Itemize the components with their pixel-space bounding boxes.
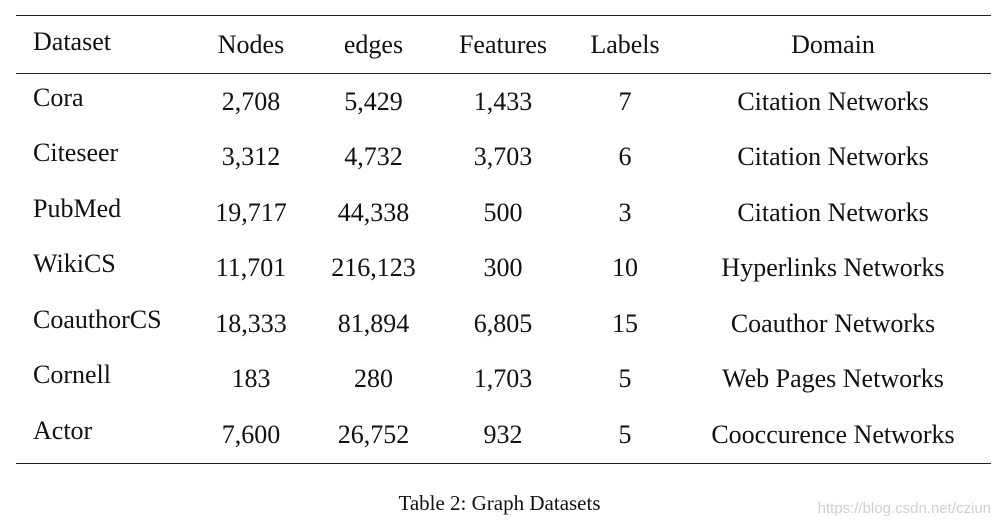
cell-dataset: Cora — [33, 82, 84, 112]
bottom-rule — [16, 462, 991, 464]
cell-labels: 5 — [618, 419, 632, 449]
header-nodes: Nodes — [217, 29, 285, 59]
header-features: Features — [458, 29, 548, 59]
table-row: CoauthorCS 18,333 81,894 6,805 15 Coauth… — [16, 296, 991, 352]
cell-edges: 44,338 — [337, 197, 410, 227]
cell-dataset: Cornell — [33, 360, 111, 390]
cell-labels: 6 — [618, 142, 632, 172]
cell-domain: Citation Networks — [737, 197, 929, 227]
cell-nodes: 7,600 — [221, 419, 281, 449]
datasets-table: Dataset Nodes edges Features Labels Doma… — [16, 15, 991, 464]
table-caption: Table 2: Graph Datasets — [398, 491, 601, 515]
cell-nodes: 11,701 — [215, 253, 287, 283]
cell-dataset: Actor — [33, 415, 93, 445]
header-domain: Domain — [791, 29, 875, 59]
table-row: PubMed 19,717 44,338 500 3 Citation Netw… — [16, 185, 991, 241]
cell-dataset: PubMed — [33, 193, 122, 223]
cell-dataset: CoauthorCS — [33, 304, 162, 334]
table-row: Cora 2,708 5,429 1,433 7 Citation Networ… — [16, 74, 991, 130]
cell-domain: Hyperlinks Networks — [721, 253, 945, 283]
cell-features: 1,703 — [473, 364, 533, 394]
cell-edges: 280 — [354, 364, 393, 394]
cell-nodes: 18,333 — [215, 308, 287, 338]
header-labels: Labels — [590, 29, 660, 59]
header-rule — [16, 73, 991, 74]
cell-features: 300 — [483, 253, 523, 283]
cell-nodes: 183 — [231, 364, 271, 394]
cell-labels: 15 — [612, 308, 638, 338]
cell-edges: 81,894 — [337, 308, 410, 338]
cell-features: 932 — [483, 419, 523, 449]
table-row: Cornell 183 280 1,703 5 Web Pages Networ… — [16, 352, 991, 408]
table-row: Citeseer 3,312 4,732 3,703 6 Citation Ne… — [16, 130, 991, 186]
cell-domain: Web Pages Networks — [722, 364, 944, 394]
cell-dataset: WikiCS — [33, 249, 116, 279]
table-row: Actor 7,600 26,752 932 5 Cooccurence Net… — [16, 407, 991, 463]
top-rule — [16, 15, 991, 16]
cell-features: 6,805 — [473, 308, 533, 338]
cell-features: 1,433 — [473, 86, 533, 116]
cell-features: 3,703 — [473, 142, 533, 172]
table-header-row: Dataset Nodes edges Features Labels Doma… — [16, 16, 991, 73]
cell-nodes: 2,708 — [221, 86, 281, 116]
cell-domain: Citation Networks — [737, 142, 929, 172]
cell-dataset: Citeseer — [33, 138, 119, 168]
cell-edges: 26,752 — [337, 419, 410, 449]
cell-features: 500 — [483, 197, 523, 227]
cell-domain: Cooccurence Networks — [711, 419, 955, 449]
header-dataset: Dataset — [33, 26, 111, 56]
cell-edges: 216,123 — [331, 253, 416, 283]
cell-domain: Coauthor Networks — [730, 308, 936, 338]
cell-nodes: 3,312 — [221, 142, 281, 172]
cell-labels: 5 — [618, 364, 632, 394]
cell-nodes: 19,717 — [215, 197, 287, 227]
cell-labels: 7 — [618, 86, 632, 116]
cell-labels: 3 — [618, 197, 632, 227]
header-edges: edges — [343, 29, 404, 59]
cell-labels: 10 — [612, 253, 638, 283]
table-row: WikiCS 11,701 216,123 300 10 Hyperlinks … — [16, 241, 991, 297]
watermark: https://blog.csdn.net/cziun — [817, 500, 991, 517]
cell-edges: 5,429 — [344, 86, 403, 116]
cell-domain: Citation Networks — [737, 86, 929, 116]
cell-edges: 4,732 — [344, 142, 403, 172]
